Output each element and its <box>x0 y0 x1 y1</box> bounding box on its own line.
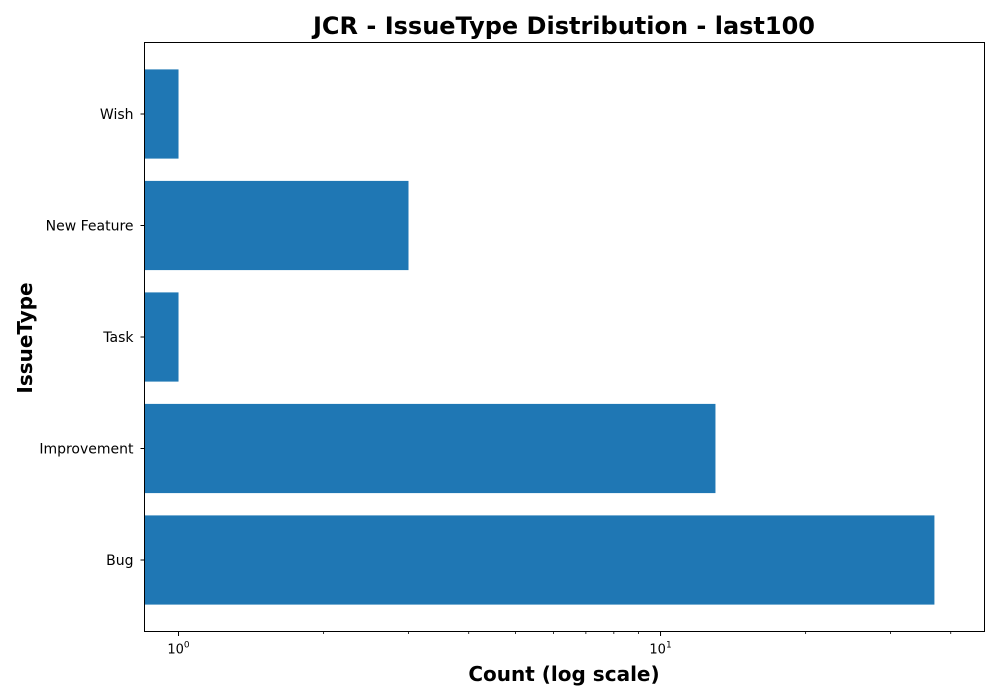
y-tick-label-task: Task <box>102 330 134 346</box>
x-tick-label: 101 <box>649 641 671 658</box>
y-axis: Bug Improvement Task New Feature Wish <box>39 107 145 569</box>
bar-new-feature <box>144 180 409 271</box>
bar-task <box>144 292 179 382</box>
bars-group <box>144 69 935 605</box>
x-axis-label: Count (log scale) <box>468 662 659 686</box>
y-axis-label: IssueType <box>13 282 37 393</box>
y-tick-label-wish: Wish <box>100 107 134 123</box>
x-axis: 100 101 <box>167 631 952 658</box>
bar-improvement <box>144 403 716 494</box>
bar-bug <box>144 515 935 605</box>
x-tick-label: 100 <box>167 641 190 658</box>
chart-title: JCR - IssueType Distribution - last100 <box>311 12 815 40</box>
y-tick-label-bug: Bug <box>106 553 133 569</box>
bar-wish <box>144 69 179 159</box>
y-tick-label-new-feature: New Feature <box>46 219 134 235</box>
y-tick-label-improvement: Improvement <box>39 442 134 458</box>
